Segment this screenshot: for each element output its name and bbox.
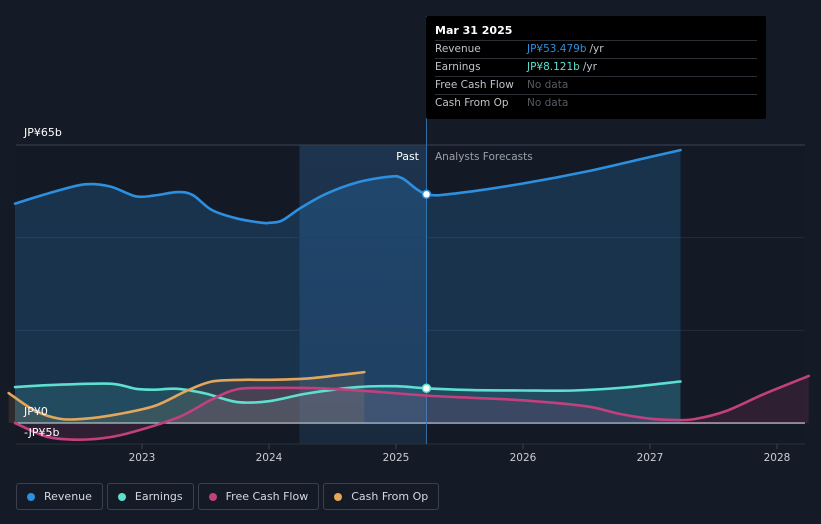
legend-dot-icon (117, 492, 126, 501)
tooltip-date: Mar 31 2025 (435, 24, 513, 37)
tooltip-row-revenue: Revenue JP¥53.479b/yr (435, 40, 757, 58)
x-tick-label: 2025 (383, 452, 410, 464)
tooltip-row-free-cash-flow: Free Cash Flow No data (435, 76, 757, 94)
legend-label: Cash From Op (351, 490, 429, 503)
tooltip-value-number: No data (527, 97, 569, 109)
y-label-neg: -JP¥5b (24, 426, 59, 439)
free-cash-flow-area (15, 375, 809, 440)
tooltip-label: Free Cash Flow (435, 79, 514, 91)
legend-dot-icon (208, 492, 217, 501)
tooltip: Mar 31 2025 Revenue JP¥53.479b/yr Earnin… (426, 16, 766, 119)
tooltip-value: No data (527, 95, 571, 112)
x-tick-label: 2023 (129, 452, 156, 464)
tooltip-label: Earnings (435, 61, 481, 73)
tooltip-row-cash-from-op: Cash From Op No data (435, 94, 757, 112)
revenue-line (13, 148, 682, 225)
tooltip-value-number: JP¥53.479b (527, 43, 587, 55)
legend-item-revenue[interactable]: Revenue (16, 483, 103, 510)
earnings-marker (421, 383, 432, 394)
cash-from-op-line (7, 370, 366, 421)
x-tick-label: 2028 (764, 452, 791, 464)
x-tick-label: 2026 (510, 452, 537, 464)
legend-dot-icon (27, 492, 35, 501)
tooltip-value: JP¥8.121b/yr (527, 59, 597, 76)
tooltip-value-unit: /yr (582, 61, 597, 73)
revenue-marker (421, 189, 432, 200)
tooltip-value: JP¥53.479b/yr (527, 41, 604, 58)
legend-item-free-cash-flow[interactable]: Free Cash Flow (197, 483, 320, 510)
x-tick-label: 2024 (256, 452, 283, 464)
free-cash-flow-line (13, 374, 811, 441)
tooltip-label: Cash From Op (435, 97, 509, 109)
tooltip-label: Revenue (435, 43, 481, 55)
tooltip-value-unit: /yr (589, 43, 604, 55)
earnings-line (13, 380, 682, 404)
legend: Revenue Earnings Free Cash Flow Cash Fro… (16, 483, 440, 512)
tooltip-value: No data (527, 77, 571, 94)
legend-dot-icon (334, 492, 343, 501)
tooltip-row-earnings: Earnings JP¥8.121b/yr (435, 58, 757, 76)
legend-item-earnings[interactable]: Earnings (106, 483, 194, 510)
x-tick-label: 2027 (637, 452, 664, 464)
y-label-top: JP¥65b (23, 126, 62, 139)
tooltip-value-number: No data (527, 79, 569, 91)
legend-label: Revenue (44, 490, 92, 503)
cash-from-op-area (8, 372, 365, 423)
legend-label: Earnings (134, 490, 183, 503)
forecast-label: Analysts Forecasts (435, 151, 533, 163)
revenue-area (15, 150, 681, 423)
tooltip-value-number: JP¥8.121b (527, 61, 580, 73)
legend-item-cash-from-op[interactable]: Cash From Op (323, 483, 440, 510)
legend-label: Free Cash Flow (225, 490, 309, 503)
past-label: Past (396, 150, 420, 163)
y-label-zero: JP¥0 (23, 405, 48, 418)
